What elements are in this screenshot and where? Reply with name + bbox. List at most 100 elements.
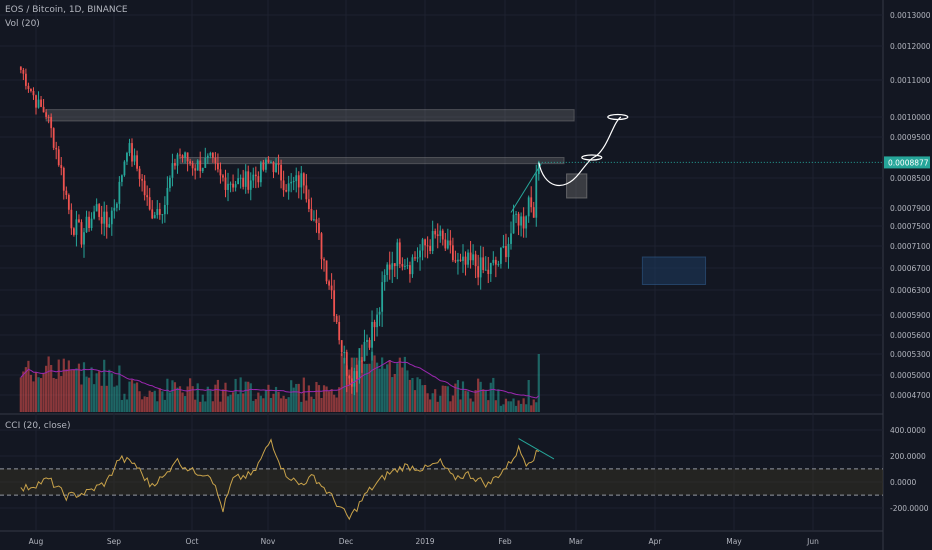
candle-body — [209, 152, 212, 156]
candle-body — [237, 178, 240, 185]
volume-bar — [429, 399, 432, 412]
candle-body — [224, 177, 227, 190]
candle-body — [345, 352, 348, 376]
candle-body — [451, 245, 454, 261]
y-tick-label: 0.0005900 — [890, 311, 931, 320]
volume-bar — [338, 387, 341, 412]
volume-bar — [267, 384, 270, 412]
candle-body — [272, 162, 275, 173]
candle-body — [40, 99, 42, 107]
volume-bar — [335, 397, 338, 412]
y-tick-label: 0.0007900 — [890, 204, 931, 213]
candle-body — [292, 181, 295, 183]
volume-bar — [408, 379, 412, 412]
candle-body — [83, 232, 85, 245]
y-tick-label: 0.0008500 — [890, 174, 931, 183]
volume-bar — [108, 369, 111, 412]
volume-bar — [77, 363, 81, 412]
candle-body — [464, 256, 467, 265]
volume-bar — [370, 351, 374, 412]
candle-body — [19, 66, 22, 70]
candle-body — [265, 159, 267, 170]
volume-bar — [110, 373, 113, 412]
candle-body — [254, 174, 257, 177]
volume-bar — [103, 359, 106, 412]
volume-bar — [431, 393, 434, 412]
x-tick-label: Feb — [498, 537, 512, 546]
volume-bar — [27, 360, 30, 412]
candle-body — [166, 187, 169, 205]
volume-bar — [249, 383, 252, 412]
volume-bar — [297, 383, 300, 412]
candle-body — [222, 175, 224, 178]
volume-bar — [209, 390, 212, 412]
cci-band — [0, 468, 883, 496]
candle-body — [169, 177, 171, 188]
volume-bar — [525, 404, 528, 412]
volume-bar — [472, 401, 475, 412]
volume-bar — [82, 362, 86, 412]
volume-bar — [214, 384, 217, 412]
volume-bar — [322, 385, 326, 412]
volume-bar — [166, 378, 169, 412]
volume-bar — [504, 398, 508, 412]
volume-bar — [50, 364, 53, 412]
candle-body — [78, 219, 80, 223]
volume-label: Vol (20) — [5, 19, 40, 29]
candle-body — [123, 161, 126, 176]
candle-body — [297, 175, 300, 188]
y-tick-label: 0.0005300 — [890, 350, 931, 359]
volume-bar — [178, 386, 182, 412]
x-tick-label: May — [726, 537, 742, 546]
volume-bar — [434, 389, 437, 412]
candle-body — [184, 152, 186, 159]
cci-label: CCI (20, close) — [5, 421, 71, 431]
volume-bar — [47, 356, 50, 412]
volume-bar — [277, 391, 280, 412]
candle-body — [507, 243, 510, 258]
volume-bar — [514, 405, 518, 412]
candle-body — [522, 216, 525, 229]
volume-bar — [530, 405, 533, 412]
volume-bar — [113, 386, 116, 412]
volume-bar — [343, 357, 346, 412]
volume-bar — [292, 387, 295, 412]
y-tick-label: 0.0007100 — [890, 242, 931, 251]
volume-bar — [125, 399, 129, 412]
volume-bar — [120, 399, 124, 412]
volume-bar — [393, 373, 396, 412]
candle-body — [214, 157, 217, 164]
candle-body — [181, 155, 184, 159]
candle-body — [391, 263, 394, 270]
candle-body — [174, 163, 176, 166]
volume-bar — [37, 377, 40, 412]
candle-body — [113, 207, 116, 211]
candle-body — [232, 183, 234, 188]
candle-body — [280, 164, 282, 181]
volume-bar — [315, 381, 318, 412]
candle-body — [439, 230, 442, 237]
volume-bar — [535, 402, 538, 412]
volume-bar — [272, 393, 275, 412]
volume-bar — [199, 401, 202, 412]
candle-body — [88, 216, 90, 228]
candle-body — [398, 242, 401, 265]
volume-bar — [24, 367, 27, 412]
candle-body — [196, 160, 199, 171]
candle-body — [189, 161, 192, 164]
volume-bar — [45, 365, 48, 412]
volume-bar — [418, 379, 422, 412]
candle-body — [441, 230, 444, 240]
candle-body — [42, 106, 45, 113]
volume-bar — [446, 386, 449, 412]
candle-body — [328, 281, 330, 286]
volume-bar — [168, 392, 172, 412]
candle-body — [320, 233, 323, 260]
cci-tick-label: 0.0000 — [890, 478, 916, 487]
volume-bar — [368, 363, 371, 412]
resistance-zone — [179, 157, 565, 165]
volume-bar — [123, 393, 126, 412]
x-tick-label: Mar — [569, 537, 584, 546]
candle-body — [262, 162, 265, 170]
